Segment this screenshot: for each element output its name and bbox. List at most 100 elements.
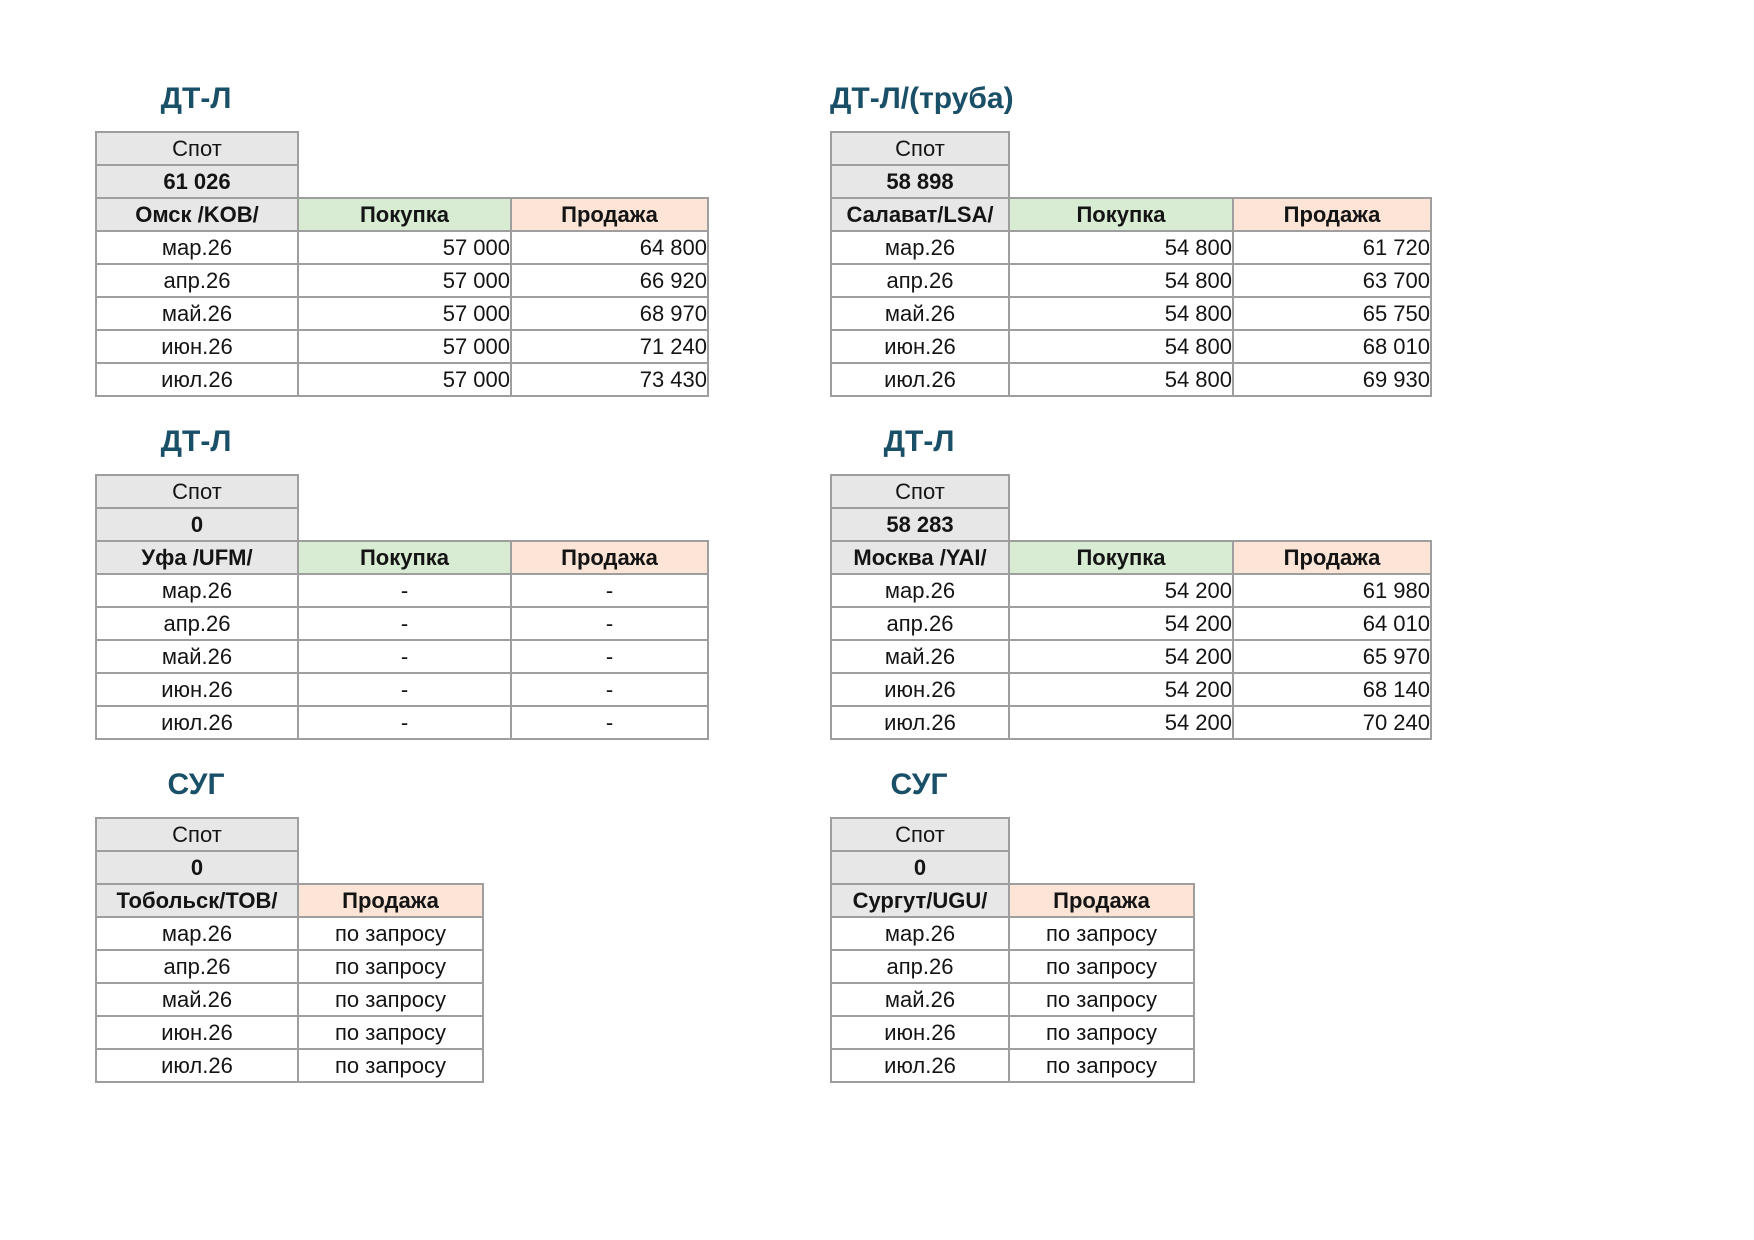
- table-row: июл.26 54 200 70 240: [830, 705, 1432, 740]
- month-cell: июн.26: [95, 329, 299, 364]
- sell-value-cell: 61 720: [1232, 230, 1432, 265]
- sell-header-cell: Продажа: [297, 883, 484, 918]
- city-cell: Уфа /UFM/: [95, 540, 299, 575]
- price-table: Спот 58 283 Москва /YAI/ Покупка Продажа…: [830, 474, 1432, 740]
- column-header-row: Уфа /UFM/ Покупка Продажа: [95, 540, 709, 575]
- sell-value-cell: 70 240: [1232, 705, 1432, 740]
- sell-value-cell: 66 920: [510, 263, 709, 298]
- month-cell: июл.26: [95, 705, 299, 740]
- spot-label-cell: Спот: [830, 131, 1010, 166]
- buy-value-cell: 57 000: [297, 362, 512, 397]
- table-row: июн.26 по запросу: [95, 1015, 484, 1050]
- buy-value-cell: 57 000: [297, 296, 512, 331]
- buy-value-cell: 54 800: [1008, 362, 1234, 397]
- sell-value-cell: -: [510, 639, 709, 674]
- city-cell: Салават/LSA/: [830, 197, 1010, 232]
- buy-value-cell: 54 200: [1008, 573, 1234, 608]
- buy-value-cell: 57 000: [297, 230, 512, 265]
- price-table: Спот 0 Уфа /UFM/ Покупка Продажа мар.26 …: [95, 474, 709, 740]
- month-cell: апр.26: [830, 949, 1010, 984]
- table-block-dtl-omsk: ДТ-Л Спот 61 026 Омск /KOB/ Покупка Прод…: [95, 82, 709, 397]
- price-table: Спот 0 Тобольск/TOB/ Продажа мар.26 по з…: [95, 817, 484, 1083]
- buy-value-cell: 54 800: [1008, 296, 1234, 331]
- column-header-row: Сургут/UGU/ Продажа: [830, 883, 1195, 918]
- table-row: апр.26 по запросу: [830, 949, 1195, 984]
- sell-value-cell: по запросу: [297, 949, 484, 984]
- spot-value-cell: 0: [95, 507, 299, 542]
- table-title: СУГ: [890, 768, 948, 801]
- column-header-row: Москва /YAI/ Покупка Продажа: [830, 540, 1432, 575]
- month-cell: июл.26: [830, 1048, 1010, 1083]
- table-row: май.26 по запросу: [830, 982, 1195, 1017]
- city-cell: Сургут/UGU/: [830, 883, 1010, 918]
- sell-value-cell: 65 750: [1232, 296, 1432, 331]
- spot-label-cell: Спот: [95, 817, 299, 852]
- month-cell: июл.26: [95, 1048, 299, 1083]
- table-row: июн.26 54 200 68 140: [830, 672, 1432, 707]
- sell-value-cell: 63 700: [1232, 263, 1432, 298]
- table-row: май.26 по запросу: [95, 982, 484, 1017]
- table-block-sug-surgut: СУГ Спот 0 Сургут/UGU/ Продажа мар.26 по…: [830, 768, 1195, 1083]
- month-cell: апр.26: [95, 263, 299, 298]
- month-cell: мар.26: [830, 916, 1010, 951]
- table-block-dtl-truba-salavat: ДТ-Л/(труба) Спот 58 898 Салават/LSA/ По…: [830, 82, 1432, 397]
- spot-value-cell: 61 026: [95, 164, 299, 199]
- column-header-row: Тобольск/TOB/ Продажа: [95, 883, 484, 918]
- month-cell: май.26: [95, 639, 299, 674]
- table-title: ДТ-Л/(труба): [830, 82, 1014, 115]
- sell-value-cell: по запросу: [1008, 1015, 1195, 1050]
- table-row: май.26 54 800 65 750: [830, 296, 1432, 331]
- table-row: апр.26 по запросу: [95, 949, 484, 984]
- month-cell: май.26: [95, 296, 299, 331]
- table-block-dtl-moskva: ДТ-Л Спот 58 283 Москва /YAI/ Покупка Пр…: [830, 425, 1432, 740]
- buy-value-cell: 54 200: [1008, 672, 1234, 707]
- buy-value-cell: -: [297, 672, 512, 707]
- month-cell: апр.26: [830, 606, 1010, 641]
- sell-value-cell: по запросу: [1008, 916, 1195, 951]
- table-row: мар.26 54 200 61 980: [830, 573, 1432, 608]
- spot-label-cell: Спот: [830, 817, 1010, 852]
- column-header-row: Омск /KOB/ Покупка Продажа: [95, 197, 709, 232]
- spot-value-cell: 58 283: [830, 507, 1010, 542]
- table-row: апр.26 57 000 66 920: [95, 263, 709, 298]
- buy-value-cell: -: [297, 573, 512, 608]
- sell-value-cell: -: [510, 573, 709, 608]
- sell-header-cell: Продажа: [510, 197, 709, 232]
- sell-value-cell: по запросу: [1008, 949, 1195, 984]
- sell-value-cell: по запросу: [297, 1048, 484, 1083]
- price-table: Спот 0 Сургут/UGU/ Продажа мар.26 по зап…: [830, 817, 1195, 1083]
- table-row: июн.26 по запросу: [830, 1015, 1195, 1050]
- sell-value-cell: 68 140: [1232, 672, 1432, 707]
- month-cell: май.26: [830, 296, 1010, 331]
- sell-value-cell: по запросу: [1008, 982, 1195, 1017]
- buy-value-cell: 54 800: [1008, 329, 1234, 364]
- table-row: июн.26 57 000 71 240: [95, 329, 709, 364]
- spot-value-cell: 58 898: [830, 164, 1010, 199]
- table-row: апр.26 - -: [95, 606, 709, 641]
- table-row: мар.26 54 800 61 720: [830, 230, 1432, 265]
- buy-value-cell: 57 000: [297, 329, 512, 364]
- sell-value-cell: 68 970: [510, 296, 709, 331]
- sell-header-cell: Продажа: [1232, 197, 1432, 232]
- month-cell: май.26: [830, 982, 1010, 1017]
- sell-value-cell: 68 010: [1232, 329, 1432, 364]
- table-title: ДТ-Л: [160, 82, 232, 115]
- month-cell: май.26: [95, 982, 299, 1017]
- sell-value-cell: по запросу: [1008, 1048, 1195, 1083]
- sell-value-cell: 64 010: [1232, 606, 1432, 641]
- month-cell: июн.26: [95, 1015, 299, 1050]
- table-row: май.26 57 000 68 970: [95, 296, 709, 331]
- month-cell: июл.26: [95, 362, 299, 397]
- table-title: ДТ-Л: [160, 425, 232, 458]
- buy-header-cell: Покупка: [297, 197, 512, 232]
- buy-value-cell: -: [297, 606, 512, 641]
- table-row: май.26 - -: [95, 639, 709, 674]
- table-block-dtl-ufa: ДТ-Л Спот 0 Уфа /UFM/ Покупка Продажа ма…: [95, 425, 709, 740]
- table-row: июл.26 по запросу: [95, 1048, 484, 1083]
- buy-value-cell: 54 800: [1008, 230, 1234, 265]
- sell-value-cell: по запросу: [297, 982, 484, 1017]
- month-cell: июн.26: [830, 672, 1010, 707]
- city-cell: Тобольск/TOB/: [95, 883, 299, 918]
- table-block-sug-tobolsk: СУГ Спот 0 Тобольск/TOB/ Продажа мар.26 …: [95, 768, 484, 1083]
